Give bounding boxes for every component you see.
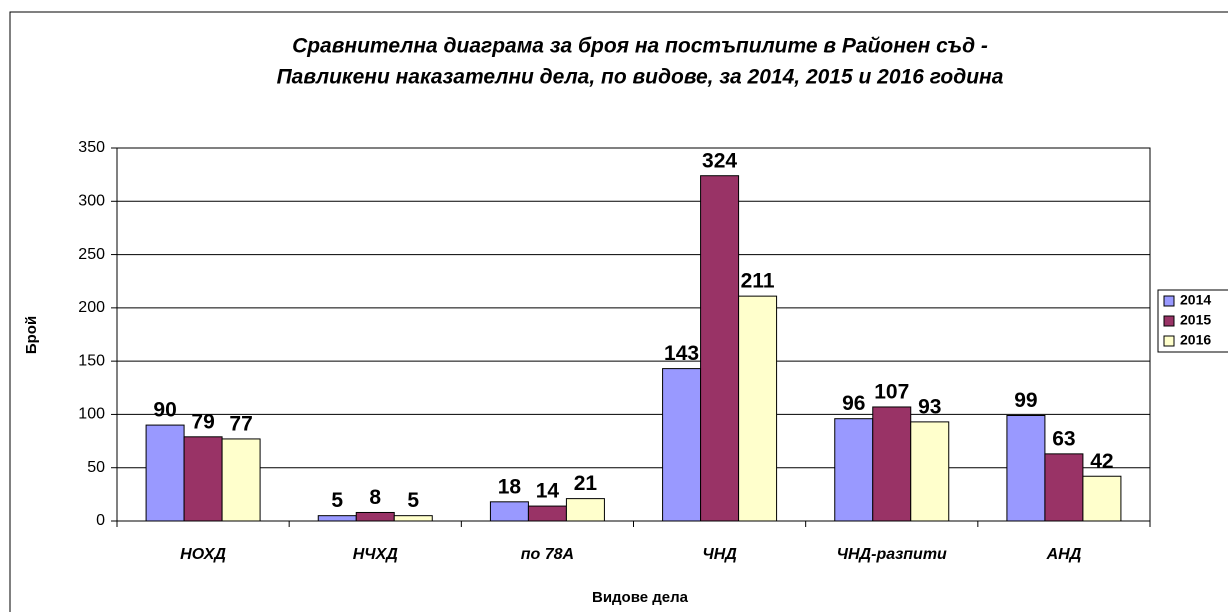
x-axis-title: Видове дела <box>592 589 689 606</box>
value-label: 63 <box>1052 427 1075 450</box>
bar <box>872 406 912 522</box>
bar <box>662 368 702 522</box>
bar <box>221 438 261 522</box>
y-tick-label: 250 <box>78 246 105 263</box>
bar <box>565 498 605 522</box>
value-label: 211 <box>741 270 775 293</box>
legend-swatch <box>1163 295 1175 307</box>
value-label: 324 <box>702 149 737 172</box>
value-label: 107 <box>874 381 909 404</box>
y-tick-label: 100 <box>78 406 105 423</box>
value-label: 99 <box>1014 389 1037 412</box>
bar <box>1044 453 1084 522</box>
x-tick-label: ЧНД-разпити <box>837 546 947 563</box>
x-tick-label: НОХД <box>180 546 226 563</box>
y-tick-label: 50 <box>87 459 105 476</box>
bar <box>1082 475 1122 522</box>
y-tick-label: 150 <box>78 352 105 369</box>
legend-label: 2015 <box>1180 312 1211 328</box>
bar <box>910 421 950 522</box>
bar <box>700 175 740 522</box>
value-label: 8 <box>369 486 381 509</box>
chart-title: Сравнителна диаграма за броя на постъпил… <box>292 35 988 58</box>
legend-swatch <box>1163 335 1175 347</box>
legend-label: 2014 <box>1180 292 1211 308</box>
y-axis-title: Брой <box>23 316 40 354</box>
bar <box>527 505 567 522</box>
x-tick-label: по 78А <box>521 546 574 563</box>
value-label: 77 <box>229 412 252 435</box>
legend-swatch <box>1163 315 1175 327</box>
y-tick-label: 350 <box>78 139 105 156</box>
y-tick-label: 300 <box>78 193 105 210</box>
plot-area <box>117 148 1150 521</box>
chart-title: Павликени наказателни дела, по видове, з… <box>277 66 1004 89</box>
x-tick-label: ЧНД <box>702 546 737 563</box>
bar <box>834 418 874 522</box>
bar <box>183 436 223 522</box>
bar <box>355 511 395 522</box>
bar <box>1006 414 1046 522</box>
value-label: 18 <box>498 475 522 498</box>
x-tick-label: НЧХД <box>353 546 399 563</box>
bar <box>393 515 433 522</box>
y-tick-label: 0 <box>96 512 105 529</box>
bar <box>317 515 357 522</box>
value-label: 14 <box>536 480 560 503</box>
value-label: 96 <box>842 392 865 415</box>
value-label: 93 <box>918 395 941 418</box>
value-label: 5 <box>407 489 419 512</box>
x-tick-label: АНД <box>1046 546 1082 563</box>
value-label: 90 <box>153 399 176 422</box>
value-label: 42 <box>1090 450 1113 473</box>
bar <box>738 295 778 522</box>
value-label: 79 <box>191 410 214 433</box>
y-tick-label: 200 <box>78 299 105 316</box>
value-label: 5 <box>331 489 343 512</box>
bar <box>145 424 185 522</box>
value-label: 21 <box>574 472 598 495</box>
bar <box>489 501 529 522</box>
legend-label: 2016 <box>1180 332 1211 348</box>
value-label: 143 <box>664 342 699 365</box>
